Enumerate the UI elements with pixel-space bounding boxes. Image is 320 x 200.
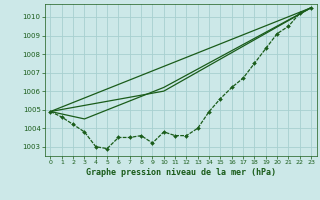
X-axis label: Graphe pression niveau de la mer (hPa): Graphe pression niveau de la mer (hPa) bbox=[86, 168, 276, 177]
